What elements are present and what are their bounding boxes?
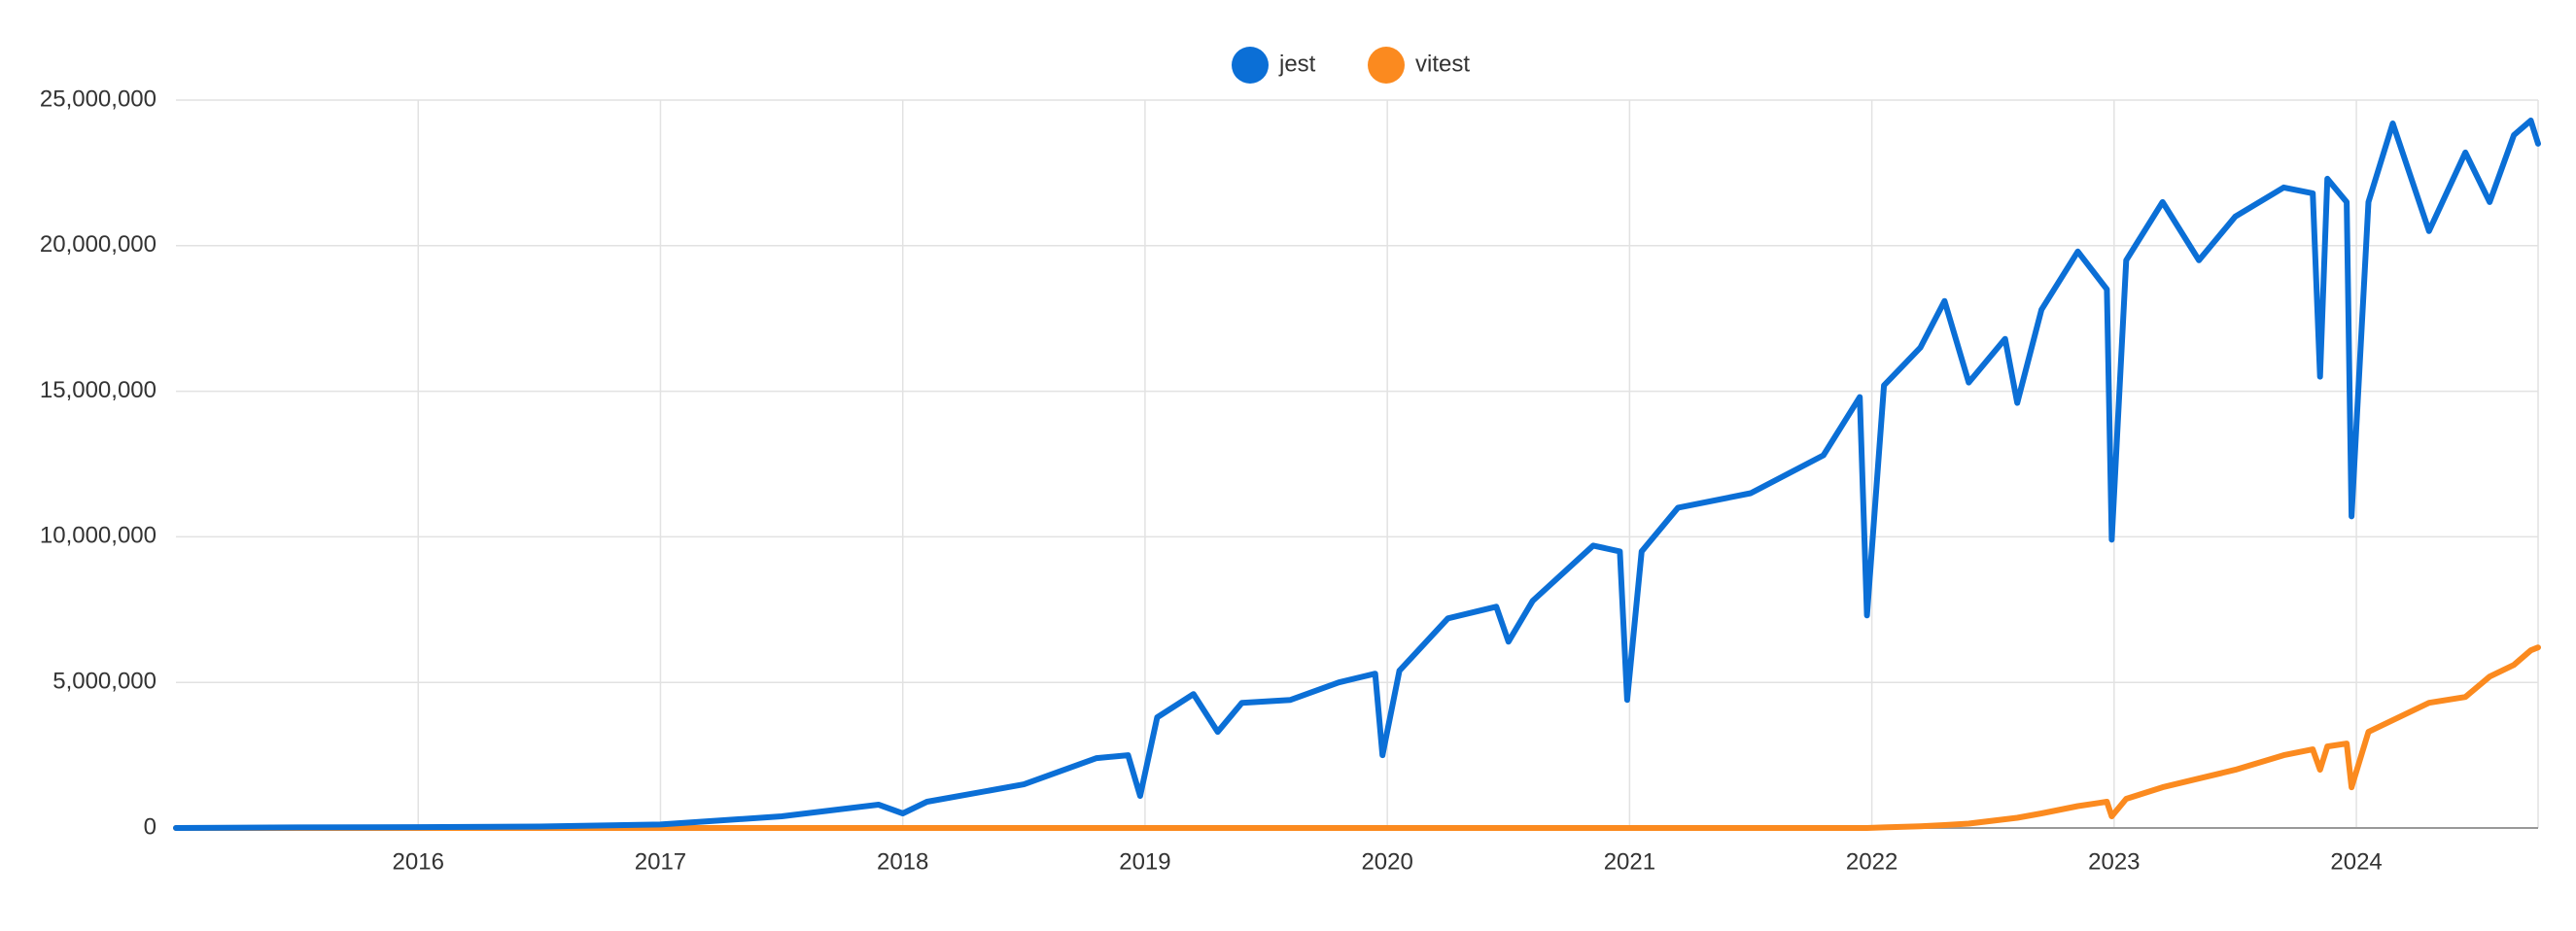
legend-label: jest	[1278, 51, 1316, 77]
legend-label: vitest	[1415, 51, 1470, 77]
x-tick-label: 2023	[2088, 848, 2140, 875]
series-line	[173, 644, 2541, 831]
x-tick-label: 2016	[393, 848, 444, 875]
y-tick-label: 0	[144, 813, 157, 840]
legend-swatch	[1368, 47, 1405, 84]
y-tick-label: 15,000,000	[40, 377, 157, 403]
x-tick-label: 2017	[635, 848, 686, 875]
x-tick-label: 2020	[1361, 848, 1412, 875]
y-tick-label: 10,000,000	[40, 523, 157, 549]
y-tick-label: 20,000,000	[40, 231, 157, 258]
x-tick-label: 2024	[2330, 848, 2382, 875]
y-tick-label: 25,000,000	[40, 86, 157, 112]
legend-swatch	[1232, 47, 1269, 84]
x-tick-label: 2021	[1604, 848, 1655, 875]
series-line	[173, 118, 2541, 831]
x-tick-label: 2022	[1846, 848, 1897, 875]
x-tick-label: 2018	[877, 848, 928, 875]
y-tick-label: 5,000,000	[52, 669, 157, 695]
x-tick-label: 2019	[1119, 848, 1170, 875]
